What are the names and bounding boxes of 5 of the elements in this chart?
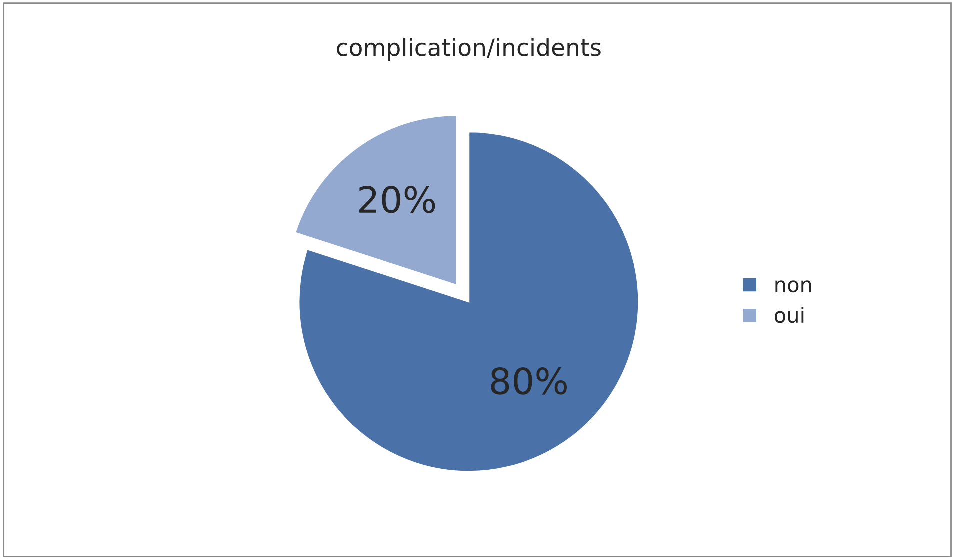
data-label: 20%: [360, 186, 436, 214]
chart-title: complication/incidents: [337, 38, 601, 62]
legend-label: non: [776, 280, 812, 293]
data-label: 80%: [491, 368, 567, 395]
legend-label: oui: [774, 307, 804, 324]
